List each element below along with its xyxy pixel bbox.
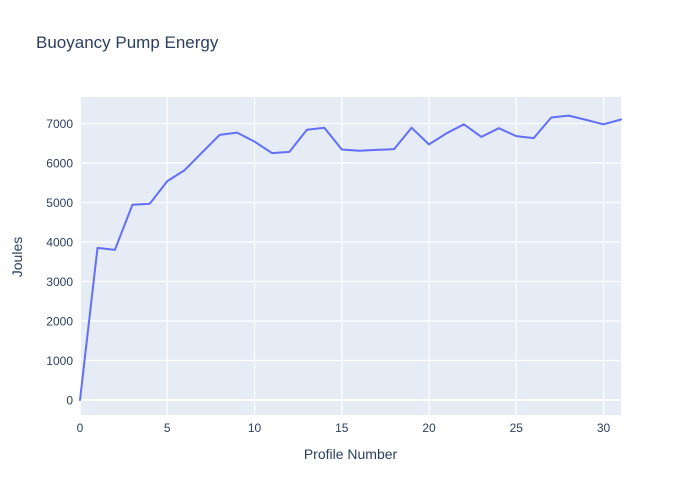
chart-title: Buoyancy Pump Energy <box>36 33 219 52</box>
x-tick-label: 5 <box>164 421 171 435</box>
x-tick-label: 0 <box>77 421 84 435</box>
x-tick-label: 15 <box>335 421 349 435</box>
plot-background[interactable] <box>80 97 621 415</box>
x-tick-label: 20 <box>422 421 436 435</box>
y-tick-label: 1000 <box>46 354 73 368</box>
y-tick-label: 2000 <box>46 314 73 328</box>
y-axis-title: Joules <box>9 236 25 278</box>
y-tick-label: 5000 <box>46 196 73 210</box>
data-line-series[interactable] <box>79 114 622 401</box>
y-tick-label: 7000 <box>46 117 73 131</box>
y-tick-label: 4000 <box>46 235 73 249</box>
y-tick-label: 0 <box>66 393 73 407</box>
x-tick-label: 30 <box>597 421 611 435</box>
x-axis-title: Profile Number <box>303 446 398 462</box>
y-tick-label: 3000 <box>46 275 73 289</box>
y-tick-label: 6000 <box>46 156 73 170</box>
x-tick-label: 25 <box>510 421 524 435</box>
x-tick-label: 10 <box>248 421 262 435</box>
